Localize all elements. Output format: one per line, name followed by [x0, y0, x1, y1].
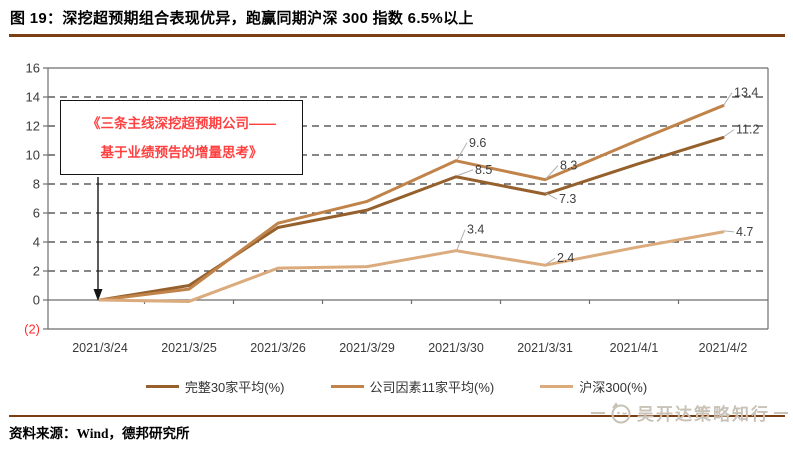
x-tick-label: 2021/3/31	[517, 341, 573, 355]
y-tick-label: 14	[26, 90, 40, 105]
label-leader-line	[456, 142, 468, 161]
y-tick-label: 10	[26, 148, 40, 163]
annotation-arrow-head	[93, 289, 103, 301]
title-divider	[9, 34, 785, 37]
label-leader-line	[723, 230, 735, 233]
x-tick-label: 2021/3/25	[161, 341, 217, 355]
x-tick-label: 2021/4/1	[610, 341, 659, 355]
footer-divider	[9, 415, 785, 417]
watermark-dash-left	[591, 411, 605, 414]
chart-legend: 完整30家平均(%) 公司因素11家平均(%) 沪深300(%)	[0, 377, 793, 396]
label-leader-line	[723, 129, 735, 138]
series-line-2	[98, 230, 725, 303]
legend-item-0: 完整30家平均(%)	[145, 377, 285, 396]
label-leader-line	[456, 169, 474, 177]
legend-swatch-2	[540, 385, 574, 388]
annotation-line1: 《三条主线深挖超预期公司——	[87, 116, 276, 131]
x-tick-label: 2021/3/30	[428, 341, 484, 355]
legend-item-2: 沪深300(%)	[540, 377, 647, 396]
legend-swatch-1	[330, 385, 364, 388]
point-label: 2.4	[557, 251, 574, 265]
point-label: 11.2	[736, 123, 759, 137]
y-tick-label: 6	[33, 206, 40, 221]
legend-item-1: 公司因素11家平均(%)	[330, 377, 495, 396]
label-leader-line	[545, 165, 559, 179]
point-label: 3.4	[467, 223, 484, 237]
point-label: 8.5	[475, 163, 492, 177]
watermark-text: 吴开达策略知行	[637, 405, 770, 424]
x-tick-label: 2021/3/29	[339, 341, 395, 355]
label-leader-line	[723, 92, 733, 105]
point-label: 8.3	[560, 159, 577, 173]
watermark-dash-right	[774, 411, 788, 414]
x-tick-label: 2021/3/26	[250, 341, 306, 355]
point-label: 13.4	[734, 86, 758, 100]
x-tick-label: 2021/4/2	[699, 341, 748, 355]
label-leader-line	[545, 192, 558, 200]
source-note: 资料来源：Wind，德邦研究所	[9, 426, 190, 441]
label-leader-line	[456, 229, 466, 250]
annotation-line2: 基于业绩预告的增量思考》	[100, 145, 263, 160]
watermark: 吴开达策略知行	[591, 400, 788, 425]
y-tick-label: 16	[26, 61, 40, 76]
y-tick-label: 12	[26, 119, 40, 134]
legend-label-1: 公司因素11家平均(%)	[369, 380, 495, 395]
watermark-logo-icon	[611, 401, 631, 423]
series-line-0	[98, 136, 725, 302]
figure-title: 图 19：深挖超预期组合表现优异，跑赢同期沪深 300 指数 6.5%以上	[10, 10, 474, 27]
annotation-callout: 《三条主线深挖超预期公司—— 基于业绩预告的增量思考》	[60, 100, 303, 175]
y-tick-label: 4	[33, 235, 40, 250]
legend-swatch-0	[145, 385, 179, 388]
y-tick-label: (2)	[24, 322, 40, 337]
series-line-1	[98, 104, 725, 302]
legend-label-2: 沪深300(%)	[579, 380, 648, 395]
label-leader-line	[545, 257, 556, 265]
y-tick-label: 2	[33, 264, 40, 279]
point-label: 9.6	[469, 136, 486, 150]
y-tick-label: 0	[33, 293, 40, 308]
x-tick-label: 2021/3/24	[72, 341, 128, 355]
legend-label-0: 完整30家平均(%)	[184, 380, 285, 395]
point-label: 7.3	[559, 192, 576, 206]
y-tick-label: 8	[33, 177, 40, 192]
point-label: 4.7	[736, 225, 753, 239]
